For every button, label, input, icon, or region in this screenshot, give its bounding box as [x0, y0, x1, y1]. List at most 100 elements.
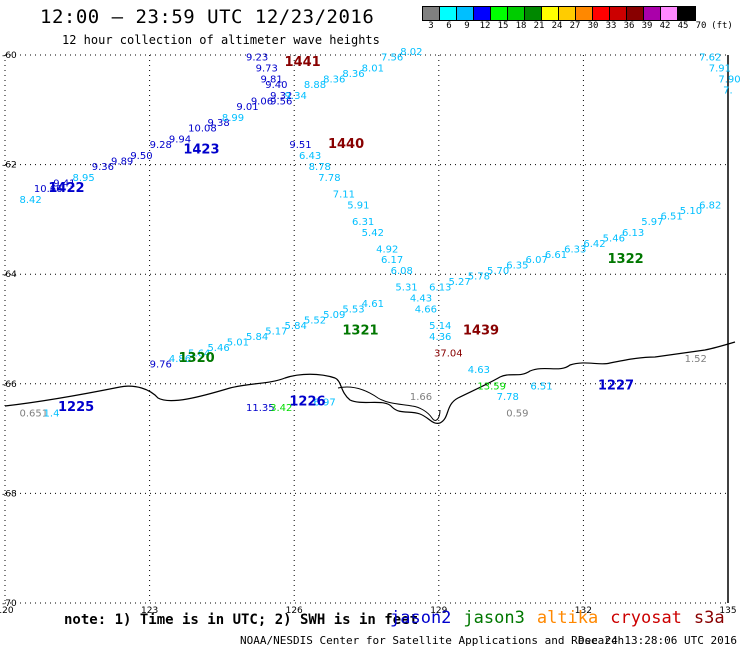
pass-id-label: 1322 [608, 252, 644, 267]
wave-height-value: 9.32 [270, 91, 292, 102]
legend-swatch [678, 7, 695, 20]
lon-tick-label: 132 [575, 606, 592, 616]
legend-label: 70 [695, 21, 707, 31]
wave-height-value: 6.17 [381, 255, 403, 266]
legend-swatch [508, 7, 525, 20]
credit-text: NOAA/NESDIS Center for Satellite Applica… [240, 634, 625, 647]
mission-legend: jason2 jason3 altika cryosat s3a [390, 608, 737, 628]
legend-label: 3 [428, 21, 434, 31]
wave-height-value: 9.34 [285, 91, 307, 102]
wave-height-value: 4.43 [410, 294, 432, 305]
wave-height-value: 6.08 [391, 266, 413, 277]
lat-tick-label: -62 [2, 161, 17, 171]
mission-label-cryosat: cryosat [610, 608, 682, 628]
wave-height-value: 6.33 [564, 244, 586, 255]
coastline-inlet-path [337, 386, 441, 421]
wave-height-value: 1.52 [685, 354, 707, 365]
wave-height-value: 6.35 [506, 261, 528, 272]
lat-tick-label: -70 [2, 599, 17, 609]
wave-height-value: 11.35 [246, 403, 275, 414]
pass-id-label: 1226 [289, 395, 325, 410]
wave-height-value: 6.31 [352, 217, 374, 228]
wave-height-value: 9.41 [53, 179, 75, 190]
wave-height-value: 5.14 [429, 321, 451, 332]
pass-id-label: 1441 [285, 55, 321, 70]
legend-swatch [593, 7, 610, 20]
pass-id-label: 1321 [342, 323, 378, 338]
legend-swatch [491, 7, 508, 20]
axis-tick-labels: 120 123 126 129 132 135 -60 -62 -64 -66 -68 -70 [0, 51, 737, 616]
legend-label: 45 [677, 21, 689, 31]
wave-height-value: 6.42 [583, 239, 605, 250]
color-legend-labels: 3 6 9 12 15 18 21 24 27 30 33 36 39 42 45 70 (ft) [422, 21, 734, 31]
wave-height-value: 6.07 [526, 255, 548, 266]
coastline-path [4, 341, 736, 424]
wave-height-value: 5.84 [285, 321, 307, 332]
wave-height-value: 9.51 [289, 140, 311, 151]
wave-height-value: 6.61 [545, 250, 567, 261]
wave-height-value: 4.61 [362, 299, 384, 310]
wave-height-value: 6.13 [429, 283, 451, 294]
wave-height-value: 9.76 [150, 359, 172, 370]
wave-height-value: 0.651 [19, 409, 48, 420]
wave-height-value: 6.82 [699, 200, 721, 211]
lon-tick-label: 126 [286, 606, 303, 616]
mission-label-altika: altika [536, 608, 599, 628]
wave-height-value: 6.13 [622, 228, 644, 239]
legend-swatch [542, 7, 559, 20]
wave-height-value: 5.53 [342, 305, 364, 316]
wave-height-value: 5.52 [304, 316, 326, 327]
pass-id-label: 1227 [598, 378, 634, 393]
wave-height-value: 5.91 [347, 200, 369, 211]
wave-height-value: 7.91 [709, 63, 731, 74]
legend-label: (ft) [711, 21, 733, 31]
wave-height-value: 7.11 [333, 189, 355, 200]
wave-height-value: 5.27 [448, 277, 470, 288]
color-legend-bar [422, 6, 696, 21]
mission-label-s3a: s3a [693, 608, 725, 628]
wave-height-value: 5.01 [227, 337, 249, 348]
legend-label: 15 [497, 21, 509, 31]
wave-height-value: 7. [723, 85, 733, 96]
wave-height-value: 5.46 [207, 343, 229, 354]
wave-height-value: 5.97 [641, 217, 663, 228]
map-subtitle: 12 hour collection of altimeter wave hei… [62, 33, 380, 47]
legend-label: 12 [479, 21, 491, 31]
wave-height-value: 8.36 [323, 74, 345, 85]
wave-height-value: 3.42 [270, 403, 292, 414]
wave-height-value: 1.4 [44, 409, 60, 420]
wave-height-value: 7.62 [699, 52, 721, 63]
lon-tick-label: 120 [0, 606, 14, 616]
wave-height-values: 8.4210.669.418.959.369.899.509.289.9410.… [19, 47, 740, 420]
wave-height-value: 5.42 [362, 228, 384, 239]
legend-swatch [474, 7, 491, 20]
wave-height-value: 9.38 [207, 118, 229, 129]
wave-height-value: 4.86 [169, 354, 191, 365]
wave-height-value: 8.01 [362, 63, 384, 74]
wave-height-value: 8.99 [222, 113, 244, 124]
wave-height-value: 4.92 [376, 244, 398, 255]
mission-label-jason3: jason3 [463, 608, 525, 628]
lon-tick-label: 129 [430, 606, 447, 616]
mission-label-jason2: jason2 [390, 608, 452, 628]
wave-height-value: 4.36 [429, 332, 451, 343]
legend-swatch [576, 7, 593, 20]
wave-height-value: 5.64 [188, 348, 210, 359]
lat-tick-label: -64 [2, 270, 17, 280]
legend-label: 21 [533, 21, 545, 31]
wave-height-value: 9.01 [236, 102, 258, 113]
wave-height-value: 0.59 [506, 409, 528, 420]
pass-id-label: 1439 [463, 323, 499, 338]
legend-label: 42 [659, 21, 671, 31]
wave-height-value: 9.73 [256, 63, 278, 74]
pass-id-labels: 1441 1440 1423 1422 1322 1321 1320 1439 1227 1226… [48, 55, 643, 415]
wave-height-value: 9.50 [130, 151, 152, 162]
wave-height-value: 13.59 [477, 381, 506, 392]
legend-swatch [627, 7, 644, 20]
legend-swatch [661, 7, 678, 20]
wave-height-value: 8.36 [342, 69, 364, 80]
legend-swatch [644, 7, 661, 20]
legend-label: 30 [587, 21, 599, 31]
wave-height-value: 5.70 [487, 266, 509, 277]
